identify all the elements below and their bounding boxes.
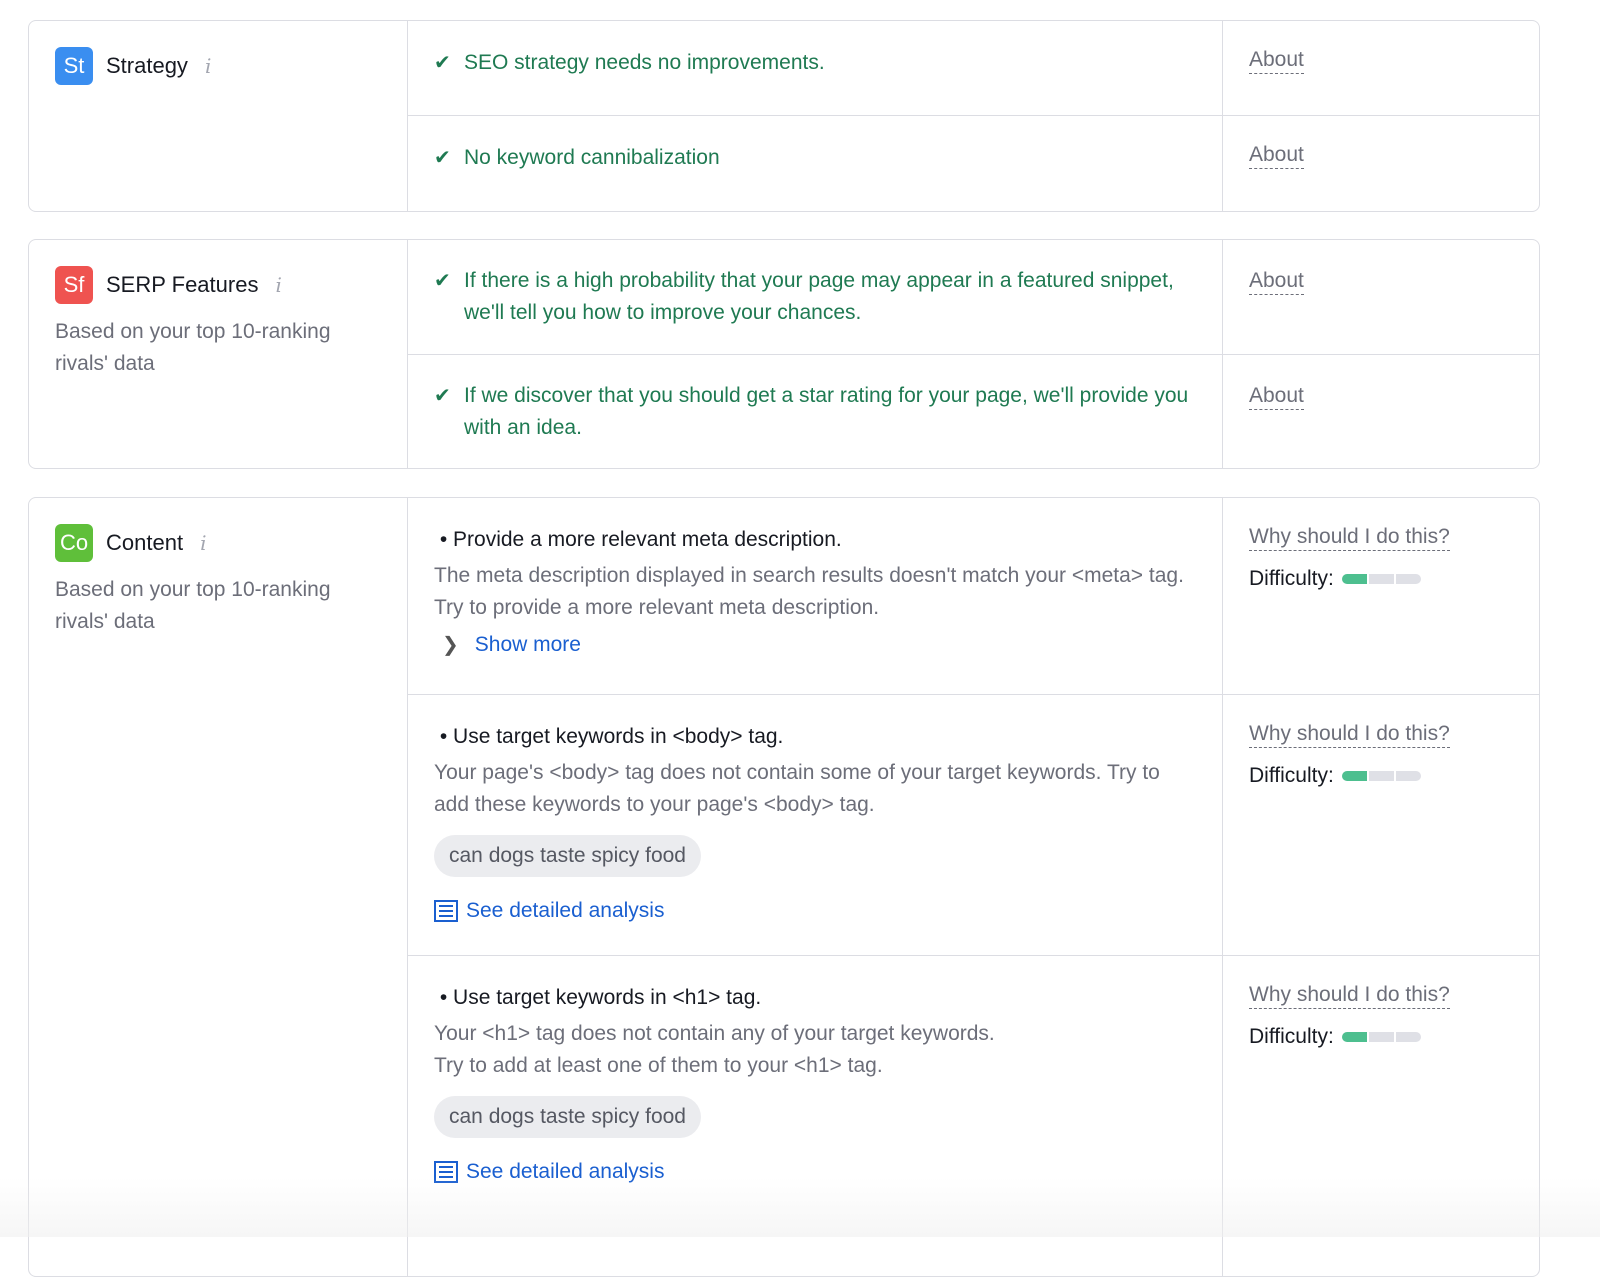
difficulty-bar [1341,574,1421,584]
recommendation-title: • Provide a more relevant meta descripti… [434,528,842,551]
why-link[interactable]: Why should I do this? [1249,721,1450,748]
recommendation-title: • Use target keywords in <h1> tag. [434,986,762,1009]
difficulty: Difficulty: [1249,1025,1513,1049]
section-subtitle: Based on your top 10-ranking rivals' dat… [55,578,331,633]
content-card: Co Content i Based on your top 10-ranking … [28,497,1540,1277]
section-title: SERP Features [106,272,259,297]
section-subtitle: Based on your top 10-ranking rivals' dat… [55,320,331,375]
recommendation-description: Your <h1> tag does not contain any of yo… [434,1022,995,1077]
bottom-fade [0,1177,1600,1237]
show-more-button[interactable]: ❯ Show more [442,632,581,657]
info-icon[interactable]: i [200,531,207,555]
serp-features-card: Sf SERP Features i Based on your top 10-ra… [28,239,1540,469]
recommendation-title: • Use target keywords in <body> tag. [434,725,784,748]
check-icon: ✔ [434,52,451,74]
check-text: No keyword cannibalization [464,146,720,169]
recommendation-description: Your page's <body> tag does not contain … [434,761,1160,816]
keyword-chip: can dogs taste spicy food [434,1096,701,1138]
why-link[interactable]: Why should I do this? [1249,982,1450,1009]
check-icon: ✔ [434,385,451,407]
keyword-chip: can dogs taste spicy food [434,835,701,877]
section-title: Content [106,530,184,555]
serp-badge: Sf [55,266,93,304]
difficulty: Difficulty: [1249,567,1513,591]
document-icon [434,900,458,922]
see-analysis-link[interactable]: See detailed analysis [434,899,1196,923]
check-icon: ✔ [434,270,451,292]
check-text: If we discover that you should get a sta… [464,384,1189,439]
section-title: Strategy [106,53,188,78]
about-link[interactable]: About [1249,142,1304,169]
difficulty-bar [1341,771,1421,781]
about-link[interactable]: About [1249,383,1304,410]
check-text: If there is a high probability that your… [464,269,1174,324]
section-header: St Strategy i [29,21,408,211]
strategy-badge: St [55,47,93,85]
chevron-right-icon: ❯ [442,634,459,656]
info-icon[interactable]: i [204,54,212,78]
check-icon: ✔ [434,147,451,169]
about-link[interactable]: About [1249,268,1304,295]
difficulty-bar [1341,1032,1421,1042]
why-link[interactable]: Why should I do this? [1249,524,1450,551]
recommendation-description: The meta description displayed in search… [434,564,1184,619]
strategy-card: St Strategy i ✔ SEO strategy needs no impro… [28,20,1540,212]
difficulty: Difficulty: [1249,764,1513,788]
content-badge: Co [55,524,93,562]
check-text: SEO strategy needs no improvements. [464,51,825,74]
about-link[interactable]: About [1249,47,1304,74]
info-icon[interactable]: i [275,273,282,297]
